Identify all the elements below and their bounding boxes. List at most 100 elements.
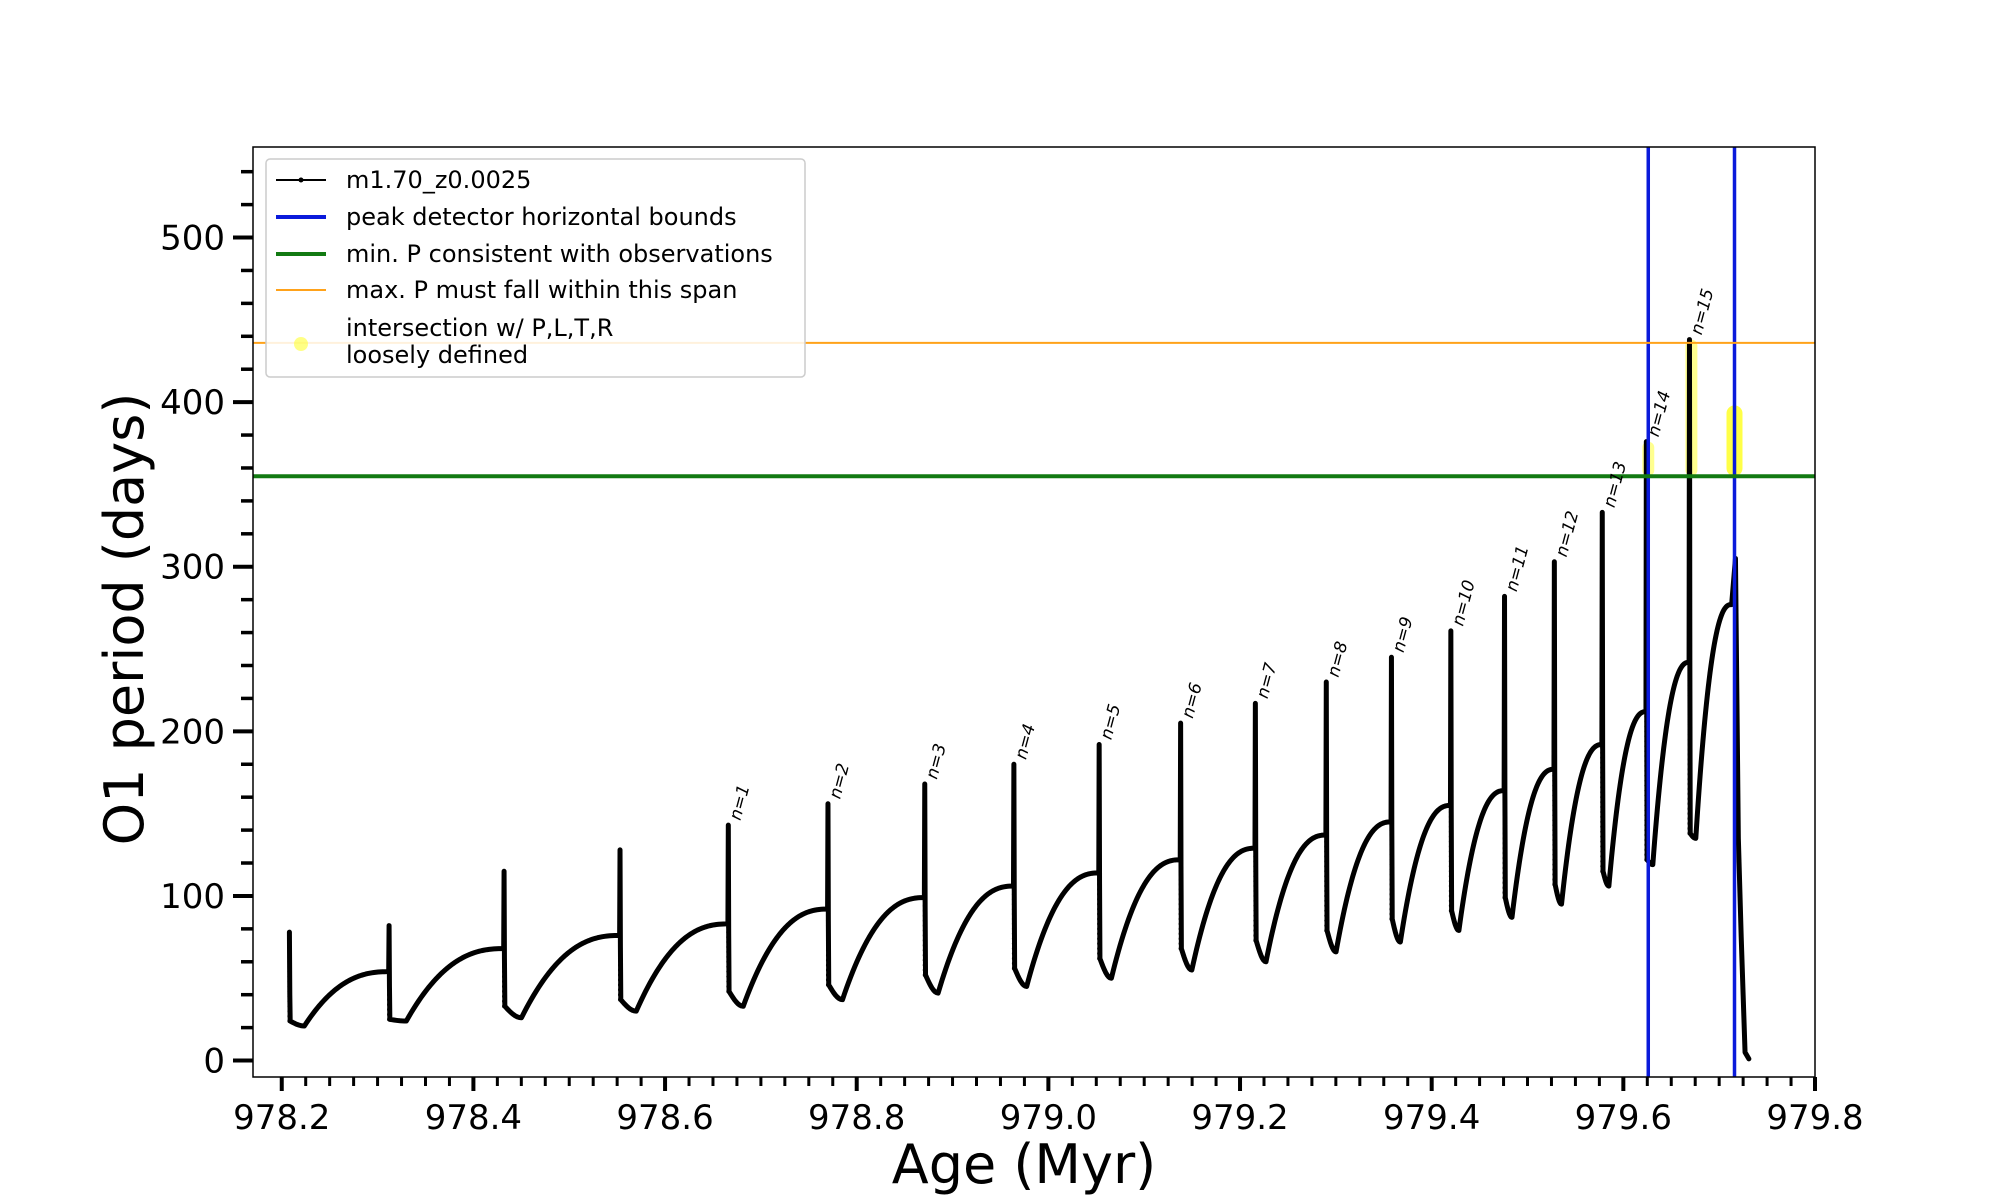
data-point — [1502, 747, 1507, 752]
data-point — [287, 930, 292, 935]
data-point — [618, 893, 623, 898]
data-point — [502, 940, 507, 945]
data-point — [1448, 735, 1453, 740]
data-point — [618, 943, 623, 948]
data-point — [1097, 951, 1102, 956]
data-point — [726, 910, 731, 915]
data-point — [1600, 681, 1605, 686]
data-point — [1097, 926, 1102, 931]
data-point — [1502, 698, 1507, 703]
axes-layer: 978.2 978.4 978.6 978.8 979.0 979.2 979.4 979.6… — [93, 146, 1864, 1196]
data-point — [1448, 854, 1453, 859]
data-point — [1253, 819, 1258, 824]
data-point — [1502, 831, 1507, 836]
data-point — [1600, 809, 1605, 814]
data-point — [726, 885, 731, 890]
data-point — [922, 913, 927, 918]
data-point — [1448, 686, 1453, 691]
data-point — [726, 851, 731, 856]
data-point — [1600, 805, 1605, 810]
data-point — [1687, 559, 1692, 564]
data-point — [1389, 768, 1394, 773]
data-point — [922, 893, 927, 898]
data-point — [1253, 735, 1258, 740]
data-point — [825, 824, 830, 829]
data-point — [726, 861, 731, 866]
data-point — [825, 884, 830, 889]
data-point — [922, 928, 927, 933]
data-point — [1502, 722, 1507, 727]
data-point — [1600, 730, 1605, 735]
data-point — [825, 908, 830, 913]
data-point — [1389, 872, 1394, 877]
data-point — [1600, 582, 1605, 587]
data-point — [1178, 724, 1183, 729]
data-point — [726, 836, 731, 841]
data-point — [1389, 758, 1394, 763]
data-point — [1324, 770, 1329, 775]
data-point — [1502, 604, 1507, 609]
data-point — [1552, 566, 1557, 571]
data-point — [618, 997, 623, 1002]
data-point — [1600, 849, 1605, 854]
data-point — [1324, 795, 1329, 800]
data-point — [1552, 699, 1557, 704]
data-point — [1687, 530, 1692, 535]
data-point — [1502, 712, 1507, 717]
data-point — [825, 943, 830, 948]
data-point — [1687, 426, 1692, 431]
y-tick-label: 500 — [160, 219, 225, 259]
data-point — [922, 809, 927, 814]
data-point — [1600, 568, 1605, 573]
data-point — [1097, 823, 1102, 828]
data-point — [387, 987, 392, 992]
data-point — [922, 829, 927, 834]
data-point — [1600, 647, 1605, 652]
data-point — [287, 974, 292, 979]
data-point — [1389, 729, 1394, 734]
data-point — [1448, 889, 1453, 893]
peak-label-n1: n=1 — [726, 783, 755, 823]
data-point — [1552, 586, 1557, 591]
data-point — [1178, 833, 1183, 838]
data-point — [1011, 828, 1016, 833]
data-point — [922, 879, 927, 884]
data-point — [1502, 791, 1507, 796]
data-point — [1502, 614, 1507, 619]
data-point — [1324, 740, 1329, 745]
data-point — [1552, 719, 1557, 724]
data-point — [1389, 744, 1394, 749]
data-point — [1011, 907, 1016, 912]
data-point — [1324, 874, 1329, 879]
data-point — [825, 819, 830, 824]
data-point — [922, 874, 927, 879]
data-point — [502, 875, 507, 880]
data-point — [287, 969, 292, 974]
data-point — [1502, 609, 1507, 614]
data-point — [1552, 749, 1557, 754]
data-point — [1552, 768, 1557, 773]
data-point — [1324, 849, 1329, 854]
data-point — [1253, 809, 1258, 814]
data-point — [1097, 788, 1102, 793]
data-point — [1097, 912, 1102, 917]
data-point — [387, 1002, 392, 1007]
data-point — [1552, 596, 1557, 601]
data-point — [1097, 773, 1102, 778]
data-point — [1324, 864, 1329, 869]
data-point — [1253, 800, 1258, 805]
data-point — [1448, 859, 1453, 864]
data-point — [1253, 898, 1258, 903]
data-point — [618, 958, 623, 963]
data-point — [1097, 867, 1102, 872]
data-point — [1552, 758, 1557, 763]
data-point — [1502, 782, 1507, 787]
data-point — [1324, 735, 1329, 740]
data-point — [1502, 707, 1507, 712]
data-point — [1011, 788, 1016, 793]
data-point — [1502, 865, 1507, 870]
data-point — [1448, 805, 1453, 810]
data-point — [726, 865, 731, 870]
data-point — [1389, 837, 1394, 842]
